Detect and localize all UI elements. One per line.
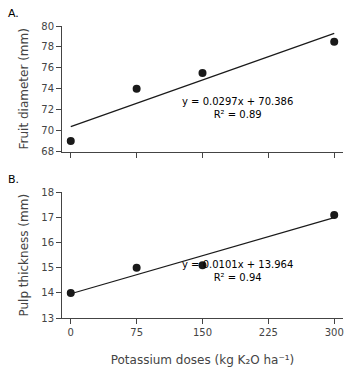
svg-text:Potassium doses (kg K₂O ha⁻¹): Potassium doses (kg K₂O ha⁻¹) [111,353,295,367]
svg-text:225: 225 [259,327,278,338]
svg-text:150: 150 [193,327,212,338]
svg-text:72: 72 [41,104,54,115]
svg-text:Fruit diameter (mm): Fruit diameter (mm) [17,28,31,149]
svg-text:y = 0.0101x + 13.964R² = 0.94: y = 0.0101x + 13.964R² = 0.94 [182,259,293,283]
svg-text:300: 300 [325,327,344,338]
svg-text:y = 0.0297x + 70.386R² = 0.89: y = 0.0297x + 70.386R² = 0.89 [182,96,293,120]
svg-text:68: 68 [41,146,54,157]
svg-text:18: 18 [41,187,54,198]
svg-text:80: 80 [41,21,54,32]
svg-text:16: 16 [41,237,54,248]
svg-text:13: 13 [41,313,54,324]
svg-text:17: 17 [41,212,54,223]
svg-text:75: 75 [130,327,143,338]
svg-text:70: 70 [41,125,54,136]
svg-text:15: 15 [41,262,54,273]
svg-text:14: 14 [41,287,54,298]
svg-text:A.: A. [8,7,19,20]
svg-text:76: 76 [41,62,54,73]
svg-text:0: 0 [68,327,74,338]
svg-text:B.: B. [8,173,19,186]
svg-text:78: 78 [41,41,54,52]
svg-text:Pulp thickness (mm): Pulp thickness (mm) [17,194,31,317]
svg-text:74: 74 [41,83,54,94]
